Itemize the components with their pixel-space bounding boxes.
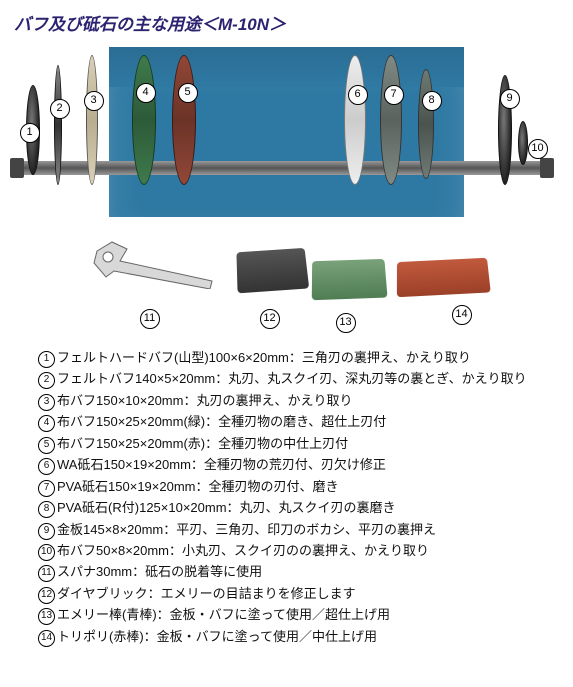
- callout-12: 12: [260, 309, 280, 329]
- legend-num: 11: [38, 565, 55, 582]
- wheel-6: [344, 55, 366, 185]
- wrench-icon: [92, 239, 232, 289]
- callout-9: 9: [500, 89, 520, 109]
- legend-num: 8: [38, 501, 55, 518]
- wheel-8: [418, 69, 434, 179]
- legend-num: 7: [38, 480, 55, 497]
- legend-text: PVA砥石(R付)125×10×20mm：丸刃、丸スクイ刃の裏磨き: [57, 500, 396, 515]
- legend-row-4: 4布バフ150×25×20mm(緑)：全種刃物の磨き、超仕上刃付: [38, 411, 553, 432]
- wheel-2: [54, 65, 62, 185]
- callout-13: 13: [336, 313, 356, 333]
- callout-1: 1: [20, 123, 40, 143]
- legend-row-8: 8PVA砥石(R付)125×10×20mm：丸刃、丸スクイ刃の裏磨き: [38, 497, 553, 518]
- legend-num: 1: [38, 351, 55, 368]
- legend-text: 布バフ50×8×20mm：小丸刃、スクイ刃のの裏押え、かえり取り: [57, 543, 429, 558]
- legend-num: 14: [38, 630, 55, 647]
- accessories-row: 11 12 13 14: [12, 229, 552, 339]
- legend-num: 4: [38, 415, 55, 432]
- legend-num: 3: [38, 394, 55, 411]
- callout-2: 2: [50, 99, 70, 119]
- legend-text: フェルトハードバフ(山型)100×6×20mm：三角刃の裏押え、かえり取り: [57, 350, 471, 365]
- legend-row-11: 11スパナ30mm：砥石の脱着等に使用: [38, 561, 553, 582]
- legend-text: WA砥石150×19×20mm：全種刃物の荒刃付、刃欠け修正: [57, 457, 386, 472]
- wheel-4: [132, 55, 156, 185]
- callout-6: 6: [348, 85, 368, 105]
- legend-row-7: 7PVA砥石150×19×20mm：全種刃物の刃付、磨き: [38, 476, 553, 497]
- wheel-7: [380, 55, 402, 185]
- legend-text: 布バフ150×25×20mm(赤)：全種刃物の中仕上刃付: [57, 436, 348, 451]
- callout-10: 10: [528, 139, 548, 159]
- legend-text: エメリー棒(青棒)：金板・バフに塗って使用／超仕上げ用: [57, 607, 390, 622]
- legend-num: 13: [38, 608, 55, 625]
- legend-text: 金板145×8×20mm：平刃、三角刃、印刀のボカシ、平刃の裏押え: [57, 522, 436, 537]
- machine-diagram: 123 4 5 678 9 10: [12, 43, 552, 223]
- legend-num: 6: [38, 458, 55, 475]
- legend-row-12: 12ダイヤブリック：エメリーの目詰まりを修正します: [38, 583, 553, 604]
- legend-text: トリポリ(赤棒)：金板・バフに塗って使用／中仕上げ用: [57, 629, 377, 644]
- legend-num: 5: [38, 437, 55, 454]
- legend-num: 12: [38, 587, 55, 604]
- callout-7: 7: [384, 85, 404, 105]
- legend-row-6: 6WA砥石150×19×20mm：全種刃物の荒刃付、刃欠け修正: [38, 454, 553, 475]
- legend-text: スパナ30mm：砥石の脱着等に使用: [57, 564, 262, 579]
- callout-8: 8: [422, 91, 442, 111]
- legend-row-1: 1フェルトハードバフ(山型)100×6×20mm：三角刃の裏押え、かえり取り: [38, 347, 553, 368]
- legend-text: フェルトバフ140×5×20mm：丸刃、丸スクイ刃、深丸刃等の裏とぎ、かえり取り: [57, 371, 527, 386]
- legend-num: 9: [38, 523, 55, 540]
- emery-bar-green: [311, 259, 387, 300]
- tripoli-bar-red: [396, 258, 490, 298]
- legend-text: 布バフ150×10×20mm：丸刃の裏押え、かえり取り: [57, 393, 352, 408]
- legend-list: 1フェルトハードバフ(山型)100×6×20mm：三角刃の裏押え、かえり取り2フ…: [10, 347, 553, 647]
- legend-row-9: 9金板145×8×20mm：平刃、三角刃、印刀のボカシ、平刃の裏押え: [38, 519, 553, 540]
- legend-num: 2: [38, 372, 55, 389]
- legend-text: ダイヤブリック：エメリーの目詰まりを修正します: [57, 586, 356, 601]
- diamond-brick: [236, 248, 309, 293]
- callout-4: 4: [136, 83, 156, 103]
- callout-3: 3: [84, 91, 104, 111]
- legend-row-14: 14トリポリ(赤棒)：金板・バフに塗って使用／中仕上げ用: [38, 626, 553, 647]
- legend-text: 布バフ150×25×20mm(緑)：全種刃物の磨き、超仕上刃付: [57, 414, 386, 429]
- callout-11: 11: [140, 309, 160, 329]
- legend-row-3: 3布バフ150×10×20mm：丸刃の裏押え、かえり取り: [38, 390, 553, 411]
- wheel-5: [172, 55, 196, 185]
- callout-14: 14: [452, 305, 472, 325]
- legend-row-13: 13エメリー棒(青棒)：金板・バフに塗って使用／超仕上げ用: [38, 604, 553, 625]
- page: バフ及び砥石の主な用途＜M-10N＞ 12345678910 11121314 …: [0, 0, 573, 667]
- legend-row-2: 2フェルトバフ140×5×20mm：丸刃、丸スクイ刃、深丸刃等の裏とぎ、かえり取…: [38, 368, 553, 389]
- machine-body: [109, 47, 464, 217]
- legend-text: PVA砥石150×19×20mm：全種刃物の刃付、磨き: [57, 479, 339, 494]
- callout-5: 5: [178, 83, 198, 103]
- legend-row-10: 10布バフ50×8×20mm：小丸刃、スクイ刃のの裏押え、かえり取り: [38, 540, 553, 561]
- wheel-3: [86, 55, 98, 185]
- legend-row-5: 5布バフ150×25×20mm(赤)：全種刃物の中仕上刃付: [38, 433, 553, 454]
- legend-num: 10: [38, 544, 55, 561]
- wheel-10: [518, 121, 528, 165]
- page-title: バフ及び砥石の主な用途＜M-10N＞: [14, 10, 553, 35]
